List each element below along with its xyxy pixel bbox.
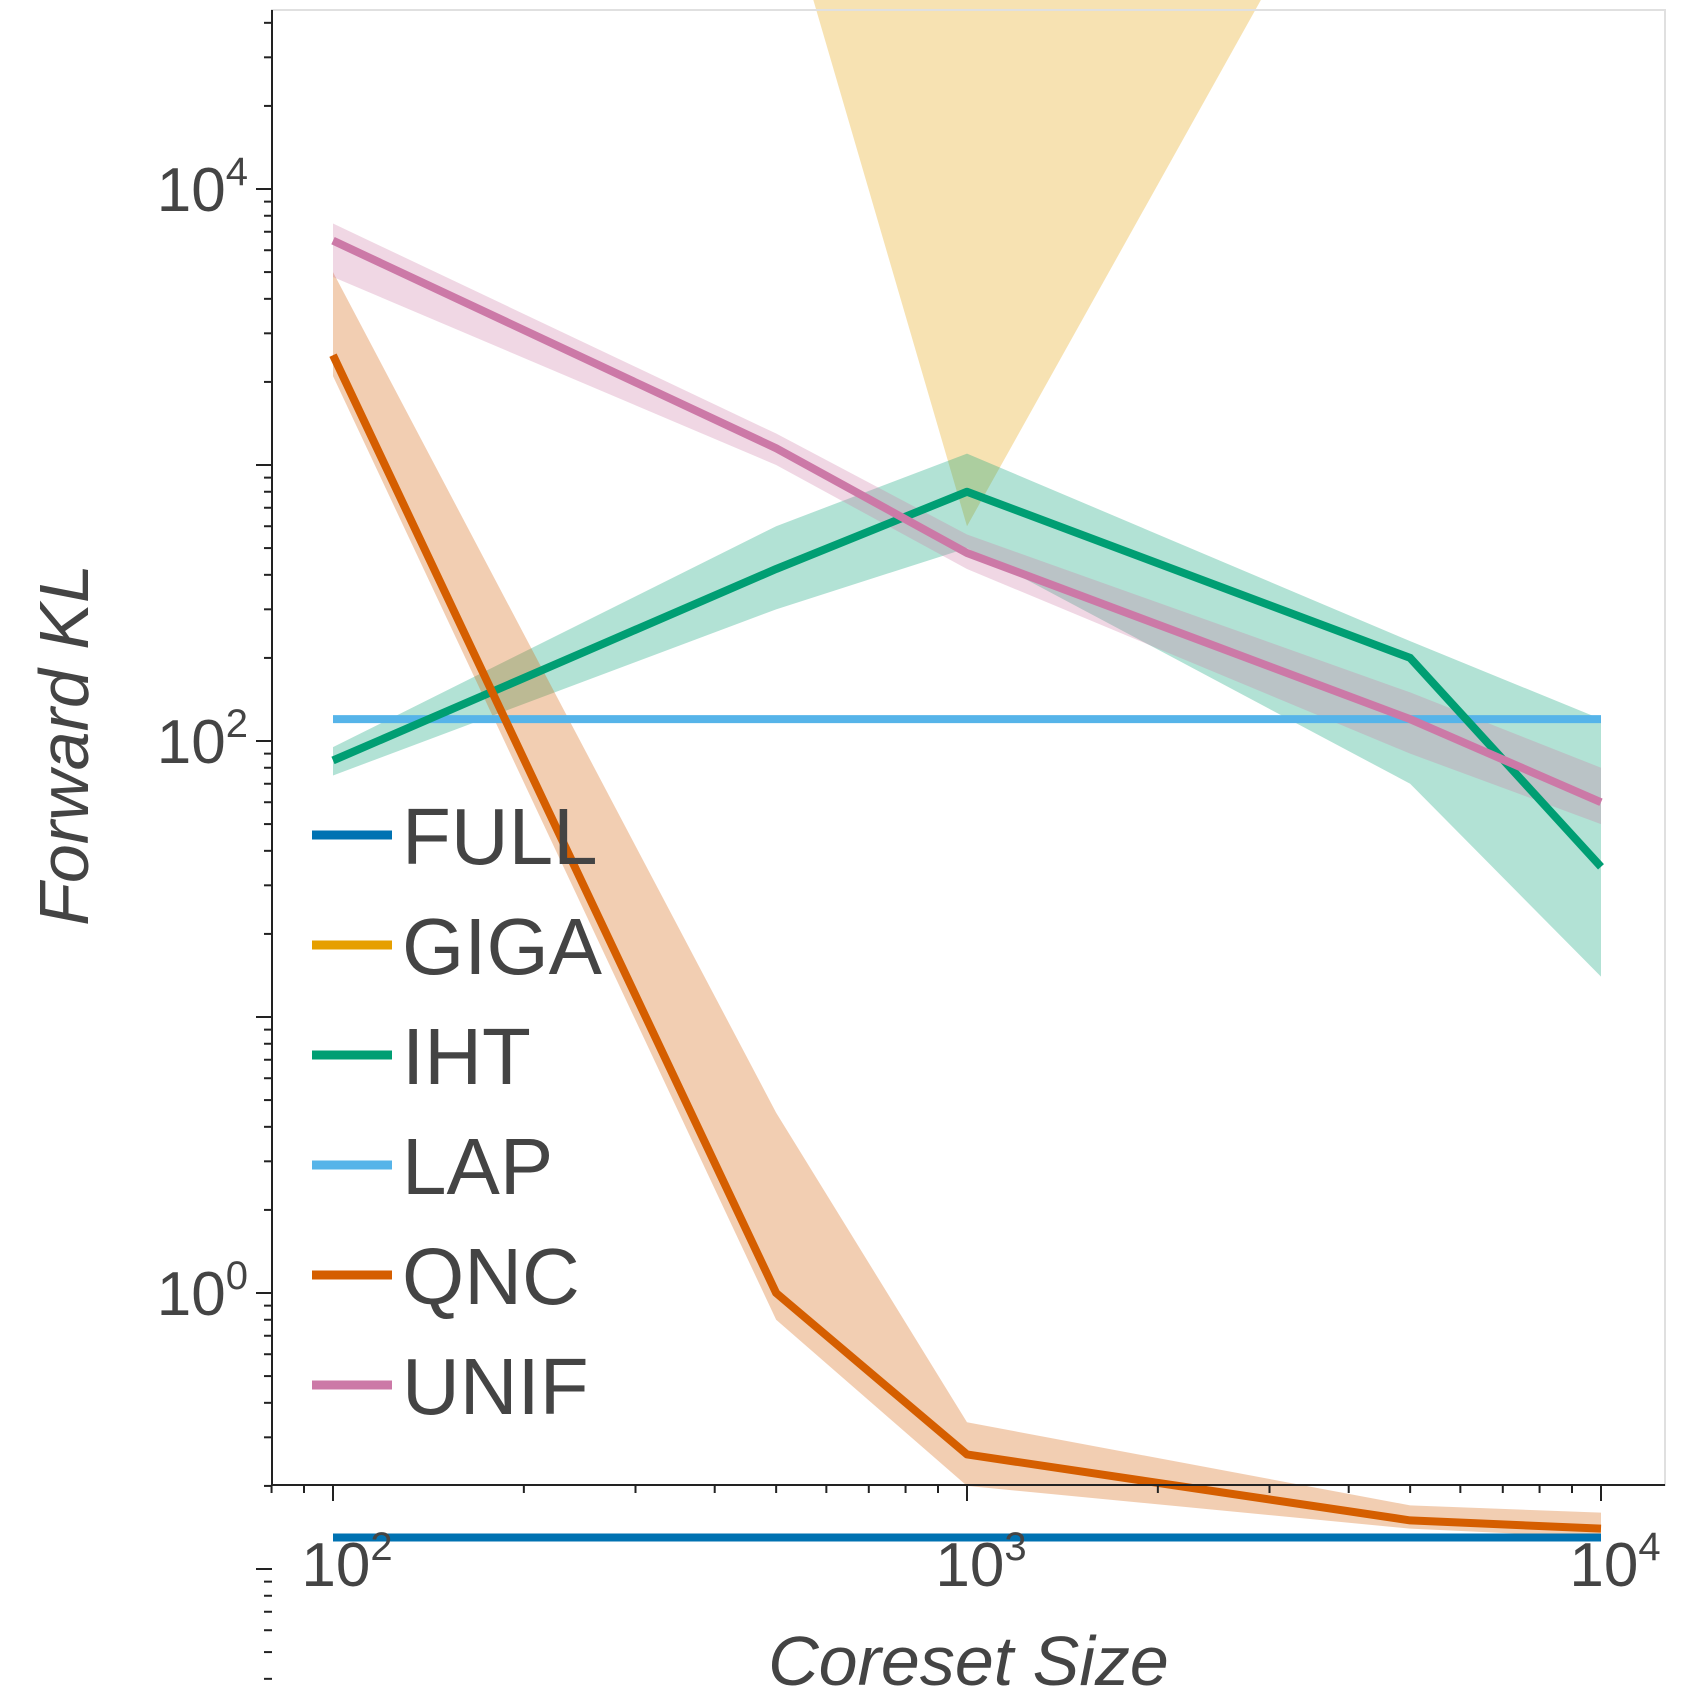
axis-ticks: 102103104100102104106108	[157, 21, 1661, 1680]
x-tick-label: 102	[301, 1525, 392, 1600]
y-tick-label: 100	[157, 1254, 248, 1329]
x-tick-label: 104	[1569, 1525, 1660, 1600]
legend-label-qnc: QNC	[402, 1232, 580, 1321]
series-lines	[329, 237, 1604, 1542]
x-axis-label: Coreset Size	[768, 1622, 1169, 1700]
y-tick-label: 102	[157, 702, 248, 777]
legend: FULL GIGA IHT LAP QNC UNIF	[312, 792, 603, 1431]
line-qnc	[329, 353, 1602, 1533]
band-giga	[813, 0, 1261, 527]
legend-label-full: FULL	[402, 792, 598, 881]
plot-frame	[271, 9, 1666, 1486]
x-tick-label: 103	[935, 1525, 1026, 1600]
band-qnc	[333, 272, 1601, 1538]
y-tick-label: 104	[157, 150, 248, 225]
band-iht	[333, 453, 1601, 977]
legend-label-iht: IHT	[402, 1012, 531, 1101]
line-iht	[331, 487, 1604, 870]
line-unif	[331, 237, 1603, 806]
y-axis-label: Forward KL	[25, 564, 103, 926]
legend-label-giga: GIGA	[402, 902, 603, 991]
legend-label-unif: UNIF	[402, 1342, 589, 1431]
legend-label-lap: LAP	[402, 1122, 553, 1211]
